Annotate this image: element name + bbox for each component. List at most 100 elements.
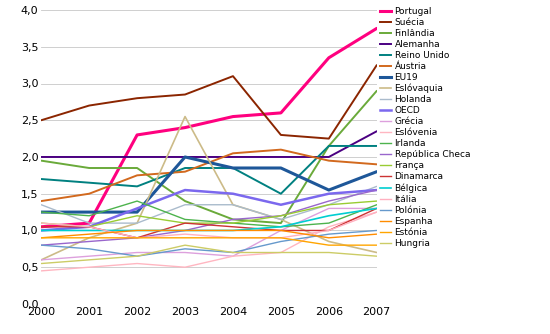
Finlândia [38, 159, 45, 163]
Eslóvenia [134, 262, 140, 266]
Line: Hungria: Hungria [41, 245, 377, 264]
Holanda [230, 203, 236, 207]
Hungria [230, 250, 236, 255]
Polónia [373, 228, 380, 232]
Reino Unido [278, 192, 284, 196]
Estónia [86, 236, 92, 240]
Itália [86, 225, 92, 229]
Reino Unido [86, 181, 92, 185]
Áustria [230, 151, 236, 155]
Finlândia [182, 199, 188, 203]
Holanda [278, 217, 284, 221]
Bélgica [230, 228, 236, 232]
OECD [278, 203, 284, 207]
EU19 [134, 210, 140, 214]
Finlândia [230, 217, 236, 221]
Line: Dinamarca: Dinamarca [41, 208, 377, 238]
Portugal [373, 26, 380, 30]
Eslóvaquia [86, 236, 92, 240]
Grécia [182, 250, 188, 255]
Portugal [182, 126, 188, 130]
Grécia [134, 250, 140, 255]
Portugal [86, 221, 92, 225]
EU19 [182, 155, 188, 159]
EU19 [230, 166, 236, 170]
OECD [373, 188, 380, 192]
Line: Holanda: Holanda [41, 186, 377, 223]
Holanda [373, 184, 380, 188]
Irlanda [278, 225, 284, 229]
Portugal [326, 56, 332, 60]
Suécia [373, 63, 380, 67]
Dinamarca [230, 225, 236, 229]
Line: Espanha: Espanha [41, 230, 377, 238]
Hungria [373, 254, 380, 258]
Reino Unido [373, 144, 380, 148]
Reino Unido [182, 166, 188, 170]
Espanha [86, 232, 92, 236]
Suécia [278, 133, 284, 137]
Legend: Portugal, Suécia, Finlândia, Alemanha, Reino Unido, Áustria, EU19, Eslóvaquia, H: Portugal, Suécia, Finlândia, Alemanha, R… [380, 7, 470, 248]
Finlândia [326, 144, 332, 148]
Hungria [278, 250, 284, 255]
Finlândia [373, 89, 380, 93]
Portugal [230, 115, 236, 119]
Áustria [278, 148, 284, 152]
Eslóvenia [373, 210, 380, 214]
Estónia [134, 236, 140, 240]
Áustria [373, 162, 380, 166]
Irlanda [86, 214, 92, 218]
EU19 [86, 210, 92, 214]
República Checa [38, 243, 45, 247]
Eslóvenia [38, 269, 45, 273]
Line: Irlanda: Irlanda [41, 201, 377, 227]
Irlanda [326, 221, 332, 225]
França [134, 214, 140, 218]
Alemanha [182, 155, 188, 159]
Eslóvaquia [38, 258, 45, 262]
Estónia [326, 243, 332, 247]
Reino Unido [134, 184, 140, 188]
Espanha [373, 232, 380, 236]
Dinamarca [326, 228, 332, 232]
Holanda [182, 203, 188, 207]
Polónia [38, 243, 45, 247]
Finlândia [134, 166, 140, 170]
Itália [134, 236, 140, 240]
Eslóvenia [278, 250, 284, 255]
Alemanha [38, 155, 45, 159]
Irlanda [230, 221, 236, 225]
Holanda [86, 221, 92, 225]
Irlanda [38, 210, 45, 214]
Line: OECD: OECD [41, 190, 377, 230]
Suécia [182, 93, 188, 97]
Bélgica [182, 228, 188, 232]
República Checa [182, 228, 188, 232]
Áustria [182, 170, 188, 174]
Portugal [278, 111, 284, 115]
Line: Alemanha: Alemanha [41, 131, 377, 157]
Áustria [134, 173, 140, 177]
Polónia [134, 254, 140, 258]
Alemanha [373, 129, 380, 133]
EU19 [38, 210, 45, 214]
Line: Suécia: Suécia [41, 65, 377, 139]
Eslóvenia [182, 265, 188, 269]
EU19 [278, 166, 284, 170]
Bélgica [278, 225, 284, 229]
OECD [134, 206, 140, 210]
República Checa [134, 236, 140, 240]
Dinamarca [182, 221, 188, 225]
Espanha [326, 236, 332, 240]
República Checa [278, 214, 284, 218]
Grécia [230, 254, 236, 258]
Eslóvaquia [326, 239, 332, 243]
Suécia [326, 137, 332, 141]
Suécia [230, 74, 236, 78]
Line: EU19: EU19 [41, 157, 377, 212]
Bélgica [38, 228, 45, 232]
Line: Eslóvaquia: Eslóvaquia [41, 117, 377, 260]
Grécia [373, 206, 380, 210]
Dinamarca [278, 228, 284, 232]
Line: Áustria: Áustria [41, 150, 377, 201]
